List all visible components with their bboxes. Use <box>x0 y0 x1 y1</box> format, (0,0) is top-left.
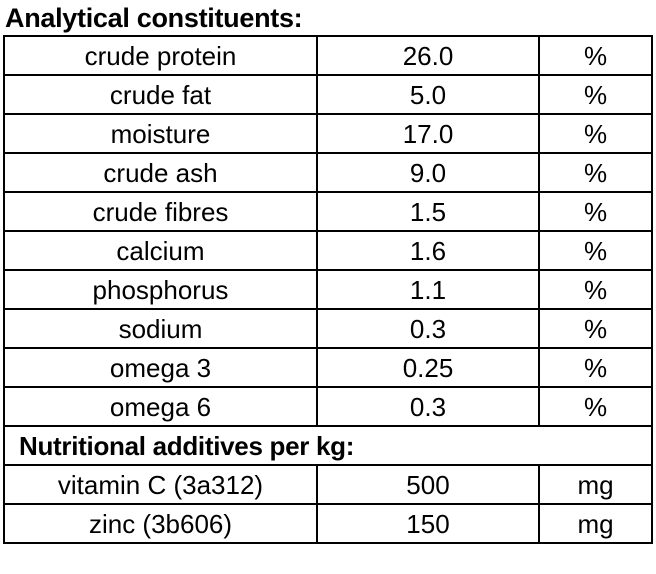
constituent-label-cell: omega 6 <box>3 386 318 427</box>
constituent-unit-cell: % <box>538 308 653 349</box>
constituent-unit-cell: % <box>538 35 653 76</box>
constituent-unit-cell: mg <box>538 464 653 505</box>
analytical-constituents-table: crude protein 26.0% crude fat 5.0% moisture 1… <box>3 35 653 544</box>
constituent-unit-cell: % <box>538 347 653 388</box>
constituent-value-cell: 0.25 <box>316 347 540 388</box>
constituents-table-body: crude protein 26.0% crude fat 5.0% moisture 1… <box>3 35 653 544</box>
table-row: crude protein 26.0% <box>3 35 653 76</box>
constituent-label-cell: zinc (3b606) <box>3 503 318 544</box>
table-row: omega 3 0.25% <box>3 347 653 388</box>
constituent-unit-cell: % <box>538 152 653 193</box>
section-header-cell: Nutritional additives per kg: <box>3 425 653 466</box>
constituent-value-cell: 1.1 <box>316 269 540 310</box>
constituent-unit-cell: % <box>538 386 653 427</box>
constituent-label-cell: crude ash <box>3 152 318 193</box>
constituent-unit-cell: % <box>538 113 653 154</box>
constituent-label-cell: calcium <box>3 230 318 271</box>
table-row: vitamin C (3a312) 500 mg <box>3 464 653 505</box>
table-row: sodium 0.3% <box>3 308 653 349</box>
constituent-value-cell: 500 <box>316 464 540 505</box>
table-row: zinc (3b606) 150 mg <box>3 503 653 544</box>
constituent-unit-cell: % <box>538 230 653 271</box>
constituent-label-cell: omega 3 <box>3 347 318 388</box>
constituent-value-cell: 1.6 <box>316 230 540 271</box>
constituent-value-cell: 0.3 <box>316 386 540 427</box>
table-row: crude fat 5.0% <box>3 74 653 115</box>
constituent-value-cell: 26.0 <box>316 35 540 76</box>
constituent-value-cell: 5.0 <box>316 74 540 115</box>
constituent-value-cell: 1.5 <box>316 191 540 232</box>
table-row: crude fibres 1.5% <box>3 191 653 232</box>
constituent-label-cell: sodium <box>3 308 318 349</box>
constituent-unit-cell: mg <box>538 503 653 544</box>
constituent-unit-cell: % <box>538 269 653 310</box>
constituent-value-cell: 150 <box>316 503 540 544</box>
page-title: Analytical constituents: <box>5 3 303 33</box>
table-row: crude ash 9.0% <box>3 152 653 193</box>
section-header-row: Nutritional additives per kg: <box>3 425 653 466</box>
constituent-value-cell: 17.0 <box>316 113 540 154</box>
constituent-label-cell: vitamin C (3a312) <box>3 464 318 505</box>
constituent-label-cell: crude protein <box>3 35 318 76</box>
constituent-label-cell: moisture <box>3 113 318 154</box>
constituent-unit-cell: % <box>538 74 653 115</box>
constituent-value-cell: 0.3 <box>316 308 540 349</box>
constituent-unit-cell: % <box>538 191 653 232</box>
constituent-label-cell: phosphorus <box>3 269 318 310</box>
table-row: moisture 17.0% <box>3 113 653 154</box>
table-row: calcium 1.6% <box>3 230 653 271</box>
constituent-label-cell: crude fat <box>3 74 318 115</box>
table-row: phosphorus 1.1% <box>3 269 653 310</box>
table-row: omega 6 0.3% <box>3 386 653 427</box>
constituent-label-cell: crude fibres <box>3 191 318 232</box>
constituent-value-cell: 9.0 <box>316 152 540 193</box>
